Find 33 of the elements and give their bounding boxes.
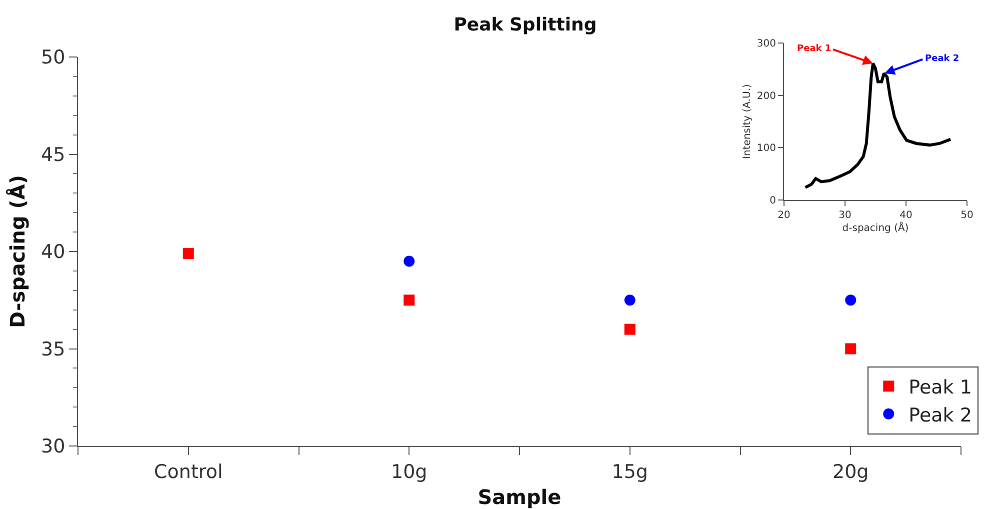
point (404, 256, 415, 267)
x-tick-label: 30 (838, 210, 852, 221)
y-tick-label: 35 (41, 338, 66, 360)
y-tick-label: 50 (41, 46, 66, 69)
legend-label: Peak 2 (908, 404, 972, 426)
point (845, 343, 856, 354)
y-tick-label: 200 (756, 90, 776, 102)
y-axis-title: Intensity (A.U.) (742, 84, 753, 159)
y-tick-label: 45 (41, 144, 66, 166)
point (845, 294, 856, 306)
x-axis-title: d-spacing (Å) (842, 221, 909, 234)
point (624, 294, 636, 306)
y-tick-label: 300 (756, 38, 776, 50)
x-tick-label: Control (154, 460, 223, 483)
y-tick-label: 0 (770, 196, 776, 206)
legend-label: Peak 1 (908, 376, 972, 399)
y-tick-label: 100 (756, 143, 776, 154)
x-tick-label: 15g (612, 460, 648, 483)
x-tick-label: 50 (960, 210, 974, 221)
x-tick-label: 20g (832, 460, 869, 483)
x-tick-label: 20 (778, 210, 790, 221)
x-axis-title: Sample (478, 485, 562, 509)
point (624, 324, 636, 335)
point (182, 248, 194, 259)
y-tick-label: 30 (41, 436, 66, 458)
point (404, 294, 415, 306)
annotation: Peak 1 (797, 44, 832, 54)
annotation: Peak 2 (925, 54, 960, 64)
chart-title: Peak Splitting (454, 14, 597, 36)
x-tick-label: 40 (900, 210, 912, 221)
y-axis-title: D-spacing (Å) (6, 175, 30, 328)
y-tick-label: 40 (41, 241, 66, 264)
x-tick-label: 10g (391, 460, 428, 483)
